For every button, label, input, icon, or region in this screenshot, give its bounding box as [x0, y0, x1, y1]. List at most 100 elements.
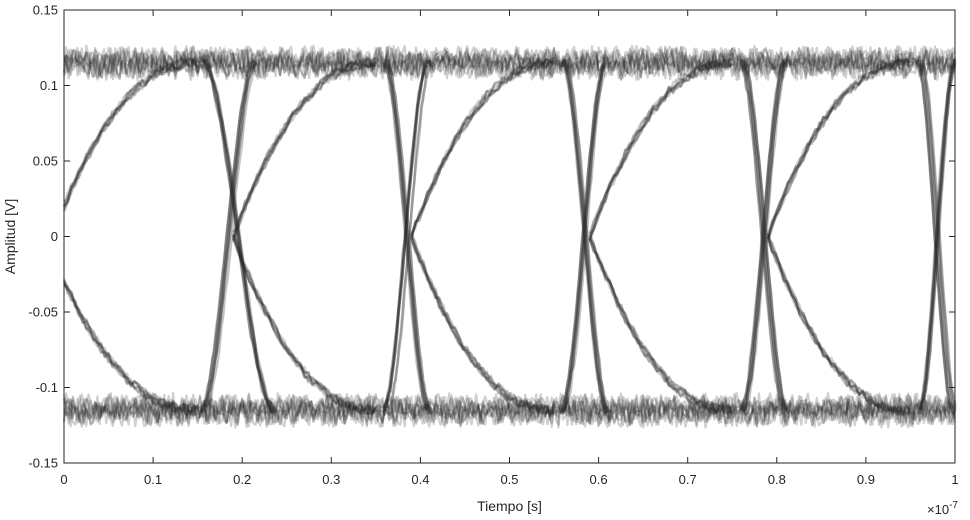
level-trace	[63, 392, 957, 429]
eye-arc-trace	[63, 283, 199, 416]
level-trace	[62, 392, 956, 429]
transition-trace	[919, 58, 957, 409]
transition-trace	[198, 60, 254, 415]
eye-arc-trace	[62, 278, 199, 414]
x-tick-label: 0.8	[768, 472, 786, 487]
eye-arc-trace	[588, 237, 734, 416]
transition-trace	[385, 58, 433, 415]
level-trace	[63, 45, 956, 81]
eye-arc-trace	[588, 61, 733, 241]
eye-arc-trace	[62, 57, 198, 209]
level-trace	[63, 392, 957, 429]
transition-trace	[384, 58, 431, 410]
x-axis-ticks: 0 0.1 0.2 0.3 0.4 0.5 0.6 0.7 0.8 0.9 1	[60, 10, 959, 487]
transition-trace	[200, 62, 274, 415]
eye-arc-trace	[232, 237, 377, 415]
x-axis-exponent-power: -7	[949, 500, 958, 511]
eye-arc-trace	[766, 239, 911, 417]
eye-arc-trace	[766, 60, 911, 240]
x-tick-label: 0.2	[233, 472, 251, 487]
transition-trace	[918, 60, 956, 411]
level-trace	[63, 392, 957, 428]
eye-arc-trace	[410, 240, 555, 415]
transition-trace	[383, 59, 431, 411]
transition-trace	[561, 59, 608, 415]
level-trace	[62, 45, 956, 81]
eye-arc-trace	[232, 61, 376, 238]
level-trace	[63, 45, 957, 81]
eye-arc-trace	[62, 58, 199, 208]
transition-trace	[740, 64, 788, 411]
transition-trace	[738, 58, 786, 415]
eye-arc-trace	[589, 58, 733, 234]
y-tick-label: -0.05	[28, 305, 58, 320]
y-tick-label: 0.1	[40, 78, 58, 93]
eye-arc-trace	[588, 59, 733, 239]
transition-trace	[201, 60, 258, 410]
eye-arc-trace	[410, 59, 555, 236]
level-trace	[62, 44, 957, 81]
transition-trace	[741, 61, 788, 411]
transition-trace	[384, 63, 431, 414]
eye-arc-trace	[766, 57, 912, 243]
eye-arc-trace	[232, 233, 377, 415]
x-axis-label: Tiempo [s]	[477, 498, 542, 514]
transition-trace	[381, 60, 429, 413]
level-trace	[62, 44, 956, 82]
eye-arc-trace	[232, 236, 377, 416]
transition-trace	[742, 59, 790, 413]
eye-arc-trace	[588, 58, 733, 242]
transition-trace	[382, 61, 430, 415]
transition-trace	[917, 63, 955, 416]
eye-arc-trace	[410, 233, 556, 416]
eye-arc-trace	[766, 232, 911, 415]
transition-trace	[916, 62, 954, 410]
eye-arc-trace	[410, 58, 555, 237]
transition-trace	[915, 59, 954, 410]
eye-arc-trace	[588, 239, 733, 412]
transition-trace	[742, 63, 789, 411]
eye-arc-trace	[588, 60, 734, 241]
transition-trace	[382, 59, 429, 413]
transition-trace	[559, 60, 606, 414]
transition-trace	[560, 63, 607, 413]
level-trace	[62, 392, 957, 429]
eye-arc-trace	[588, 231, 733, 414]
transition-trace	[203, 59, 277, 414]
x-tick-label: 0.4	[411, 472, 429, 487]
y-tick-label: -0.15	[28, 456, 58, 471]
transition-trace	[920, 62, 957, 409]
transition-trace	[917, 58, 956, 410]
transition-trace	[739, 62, 785, 407]
eye-arc-trace	[410, 237, 555, 413]
y-axis-label: Amplitud [V]	[2, 199, 18, 274]
eye-arc-trace	[410, 57, 555, 237]
eye-arc-trace	[410, 238, 555, 416]
x-tick-label: 0.6	[590, 472, 608, 487]
eye-arc-trace	[766, 59, 911, 239]
x-axis-exponent: ×10-7	[927, 500, 958, 517]
level-trace	[62, 45, 957, 81]
eye-arc-trace	[766, 235, 912, 416]
transition-trace	[559, 64, 606, 413]
transition-trace	[382, 62, 429, 411]
transition-trace	[742, 65, 789, 413]
transition-trace	[915, 62, 954, 415]
x-tick-label: 0.7	[679, 472, 697, 487]
transition-trace	[740, 59, 787, 411]
eye-arc-trace	[63, 56, 199, 208]
eye-arc-trace	[62, 57, 199, 212]
eye-arc-trace	[766, 231, 912, 413]
eye-arc-trace	[410, 59, 555, 239]
y-axis-ticks: 0.15 0.1 0.05 0 -0.05 -0.1 -0.15	[28, 3, 955, 471]
eye-arc-trace	[62, 57, 199, 212]
transition-trace	[738, 60, 786, 416]
eye-arc-trace	[63, 58, 199, 207]
eye-arc-trace	[232, 234, 377, 416]
eye-arc-trace	[232, 57, 377, 240]
eye-arc-trace	[62, 280, 199, 412]
transition-trace	[917, 58, 956, 415]
transition-trace	[199, 63, 255, 414]
eye-arc-trace	[62, 282, 199, 414]
